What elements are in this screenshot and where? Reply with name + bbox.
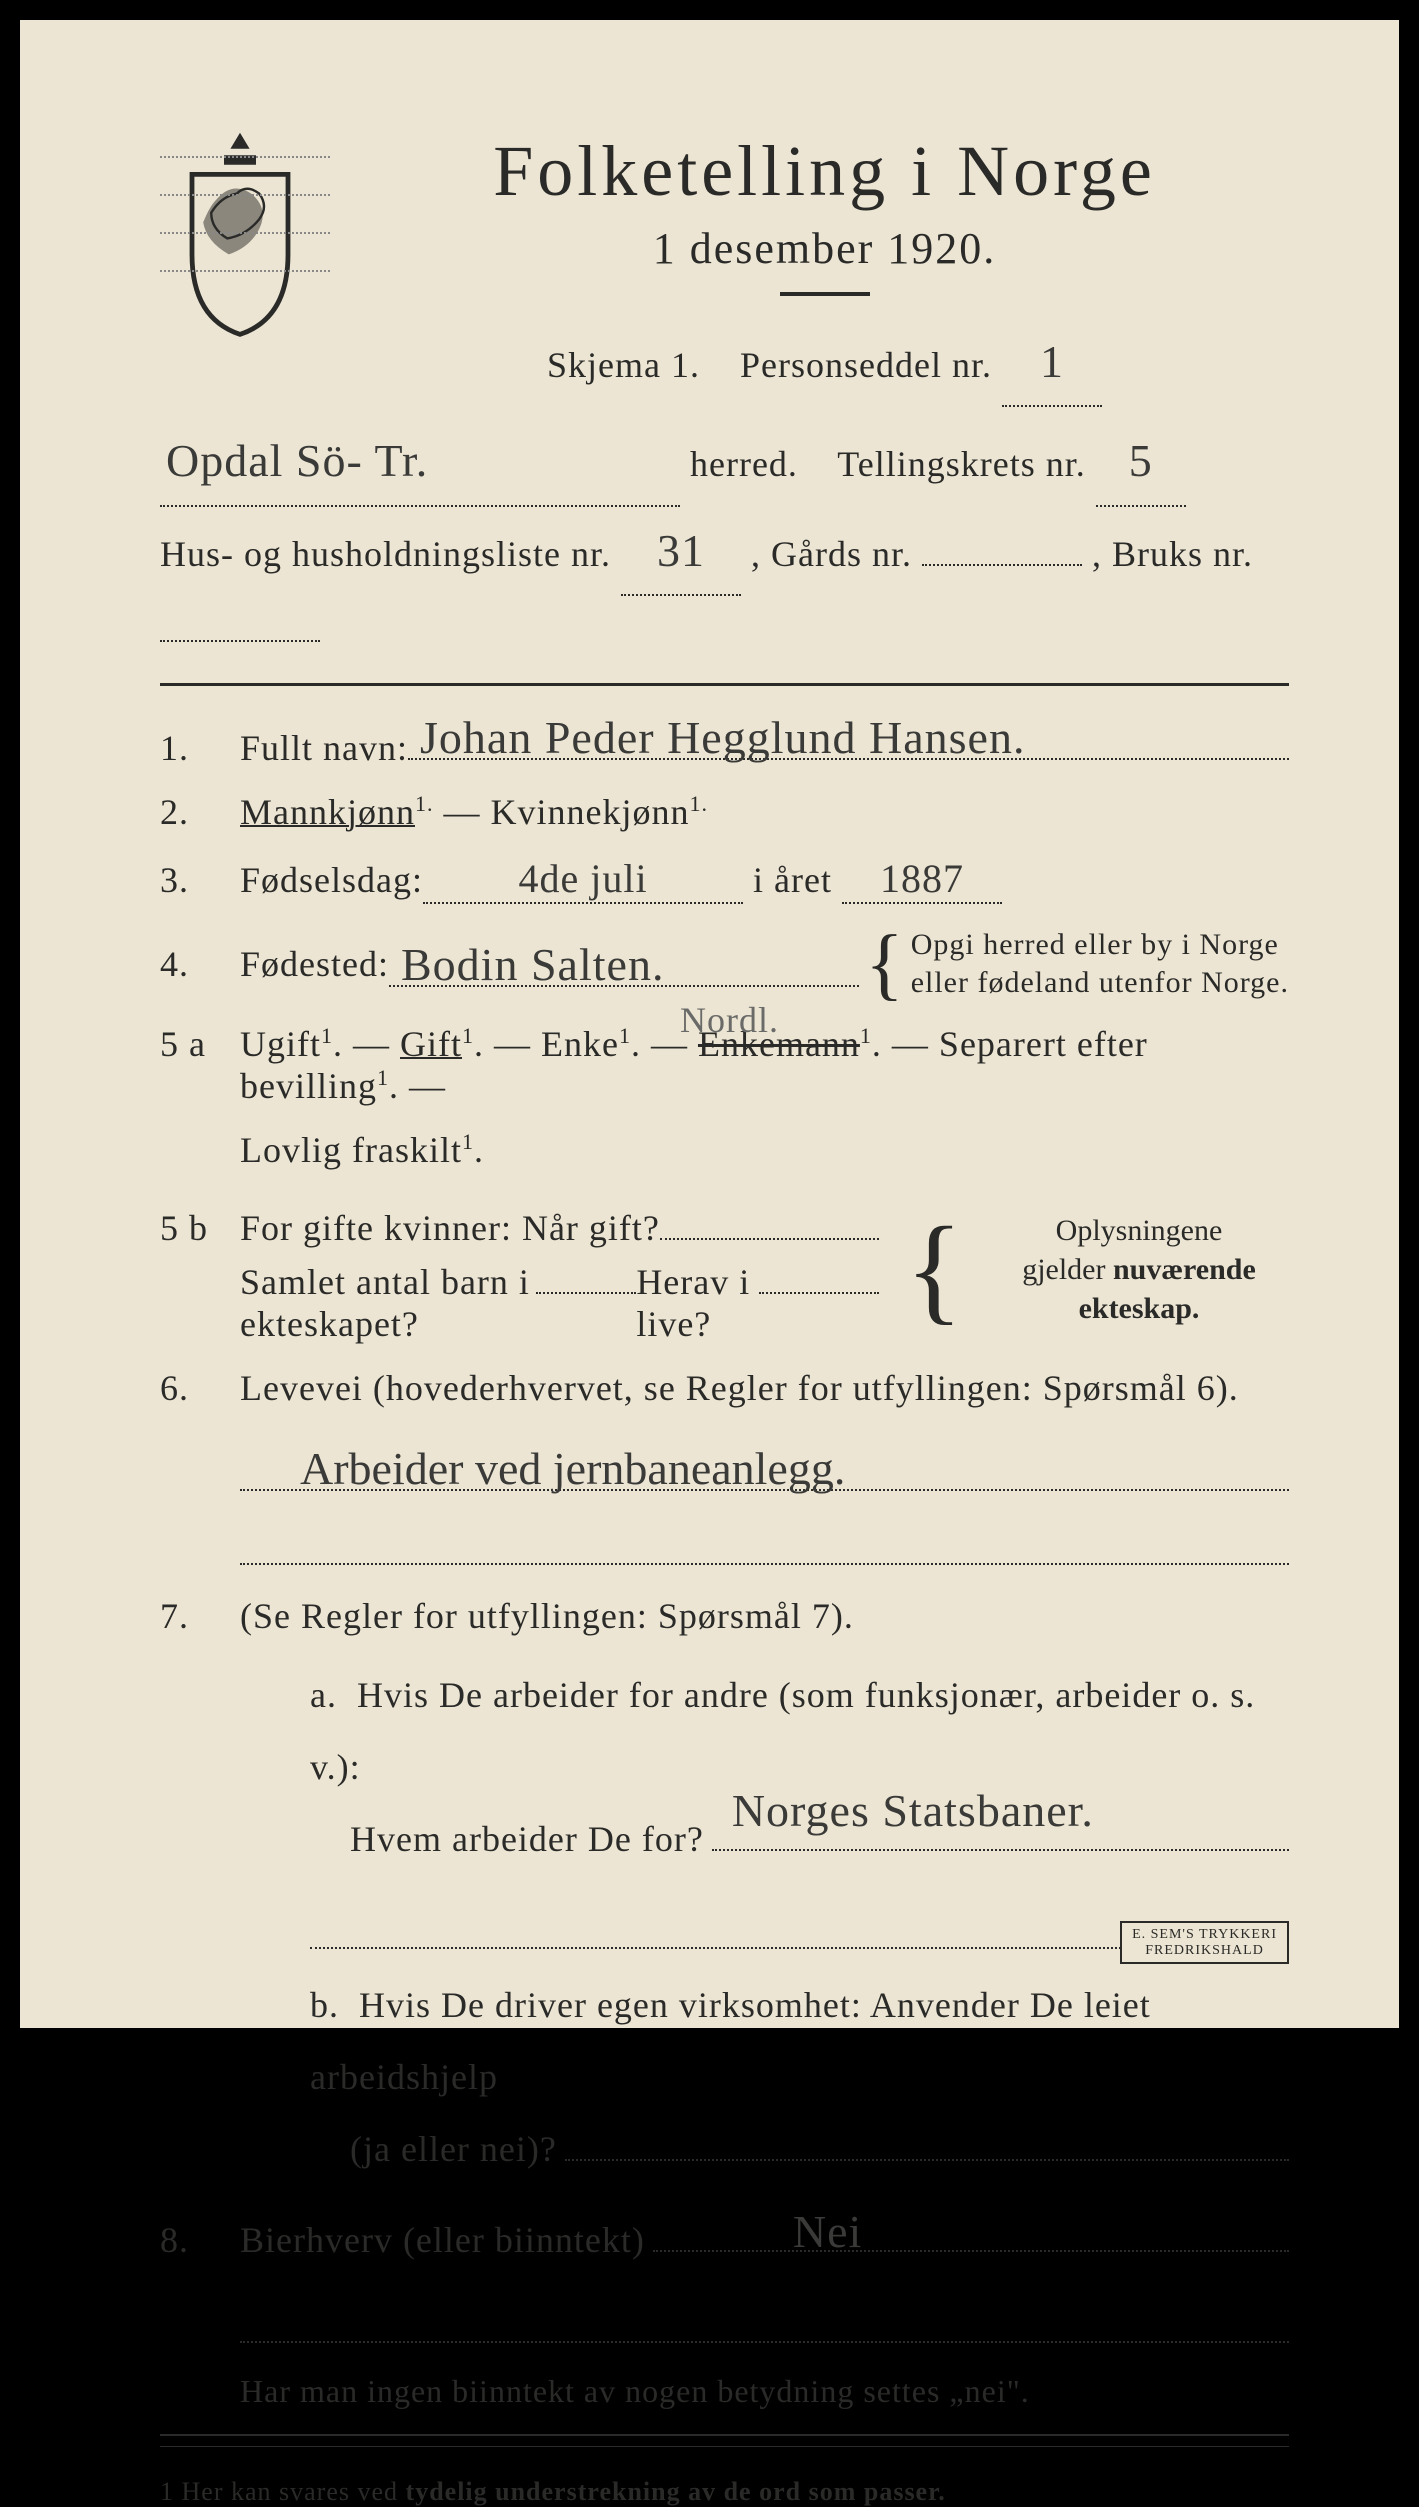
skjema-line: Skjema 1. Personseddel nr. 1 (360, 318, 1289, 407)
q7a-label: a. (310, 1675, 347, 1715)
census-form-page: Folketelling i Norge 1 desember 1920. Sk… (20, 20, 1399, 2028)
footer-note2: 1 Her kan svares ved tydelig understrekn… (160, 2477, 1289, 2507)
q1-num: 1. (160, 727, 240, 769)
q1-label: Fullt navn: (240, 727, 408, 769)
q5a-annotation: Nordl. (680, 999, 779, 1041)
q7a-l2: Hvem arbeider De for? (350, 1803, 704, 1875)
q2-mann: Mannkjønn (240, 792, 415, 832)
q7-num: 7. (160, 1595, 240, 1637)
footer-rule1 (160, 2434, 1289, 2436)
q5b-l1a: For gifte kvinner: Når gift? (240, 1207, 660, 1249)
brace-icon: { (865, 932, 904, 996)
q8-num: 8. (160, 2219, 240, 2261)
q6-num: 6. (160, 1367, 240, 1409)
q7b-line2: (ja eller nei)? (160, 2113, 1289, 2185)
husliste-line: Hus- og husholdningsliste nr. 31 , Gårds… (160, 507, 1289, 665)
title-divider (780, 292, 870, 296)
q7b-l1: Hvis De driver egen virksomhet: Anvender… (310, 1985, 1151, 2097)
herred-label: herred. (690, 444, 798, 484)
herred-line: Opdal Sö- Tr. herred. Tellingskrets nr. … (160, 417, 1289, 506)
q4-row: 4. Fødested: Bodin Salten. { Opgi herred… (160, 926, 1289, 1001)
q3-num: 3. (160, 859, 240, 901)
q5b-l2a: Samlet antal barn i ekteskapet? (240, 1261, 536, 1345)
q7a: a. Hvis De arbeider for andre (som funks… (160, 1659, 1289, 1803)
q7a-line2: Hvem arbeider De for? Norges Statsbaner. (160, 1803, 1289, 1875)
q3-day: 4de juli (518, 856, 647, 901)
form-body: 1. Fullt navn: Johan Peder Hegglund Hans… (160, 714, 1289, 2507)
q4-note: Opgi herred eller by i Norge eller fødel… (911, 926, 1289, 1001)
q5a-row: 5 a Ugift1. — Gift1. — Enke1. — Enkemann… (160, 1023, 1289, 1107)
q3-mid: i året (753, 859, 832, 901)
q7a-value: Norges Statsbaner. (732, 1765, 1094, 1857)
bruks-label: , Bruks nr. (1092, 534, 1253, 574)
q8-row: 8. Bierhverv (eller biinntekt) Nei (160, 2205, 1289, 2261)
q7-row: 7. (Se Regler for utfyllingen: Spørsmål … (160, 1595, 1289, 1637)
q3-label: Fødselsdag: (240, 859, 423, 901)
husliste-label: Hus- og husholdningsliste nr. (160, 534, 611, 574)
husliste-nr: 31 (657, 525, 705, 576)
q5a-row2: Lovlig fraskilt1. (160, 1129, 1289, 1171)
q2-kvinne: Kvinnekjønn (491, 792, 690, 832)
q8-value: Nei (793, 2205, 862, 2258)
q4-label: Fødested: (240, 943, 389, 985)
q7b-l2: (ja eller nei)? (350, 2113, 557, 2185)
header-rule (160, 683, 1289, 686)
q6-label: Levevei (hovederhvervet, se Regler for u… (240, 1367, 1239, 1409)
q7-label: (Se Regler for utfyllingen: Spørsmål 7). (240, 1595, 854, 1637)
form-date: 1 desember 1920. (360, 223, 1289, 274)
q6-value: Arbeider ved jernbaneanlegg. (300, 1442, 845, 1495)
q7b-label: b. (310, 1985, 349, 2025)
q6-answer-line: Arbeider ved jernbaneanlegg. (240, 1431, 1289, 1491)
gards-label: , Gårds nr. (751, 534, 912, 574)
personseddel-label: Personseddel nr. (740, 345, 992, 385)
footer-note1: Har man ingen biinntekt av nogen betydni… (160, 2373, 1289, 2410)
q6-row: 6. Levevei (hovederhvervet, se Regler fo… (160, 1367, 1289, 1409)
q8-label: Bierhverv (eller biinntekt) (240, 2219, 645, 2261)
printer-stamp: E. SEM'S TRYKKERI FREDRIKSHALD (1120, 1921, 1289, 1964)
footer-rule2 (160, 2446, 1289, 2447)
q5b-note: Oplysningene gjelder nuværendeekteskap. (989, 1211, 1289, 1328)
tellingskrets-nr: 5 (1129, 435, 1153, 486)
brace-icon: { (905, 1221, 963, 1317)
top-margin-dotted-lines (160, 120, 330, 272)
q5b-row: 5 b For gifte kvinner: Når gift? Samlet … (160, 1193, 1289, 1345)
q3-row: 3. Fødselsdag: 4de juli i året 1887 (160, 855, 1289, 904)
q2-num: 2. (160, 791, 240, 833)
form-title: Folketelling i Norge (360, 130, 1289, 213)
personseddel-nr: 1 (1040, 336, 1064, 387)
q7b: b. Hvis De driver egen virksomhet: Anven… (160, 1969, 1289, 2113)
q8-blank-line (240, 2283, 1289, 2343)
q4-value: Bodin Salten. (401, 938, 664, 991)
q1-row: 1. Fullt navn: Johan Peder Hegglund Hans… (160, 714, 1289, 770)
tellingskrets-label: Tellingskrets nr. (837, 444, 1085, 484)
herred-value: Opdal Sö- Tr. (166, 435, 428, 486)
q3-year: 1887 (880, 856, 964, 901)
q4-num: 4. (160, 943, 240, 985)
q5b-num: 5 b (160, 1207, 240, 1249)
q5b-l2b: Herav i live? (636, 1261, 759, 1345)
q5a-num: 5 a (160, 1023, 240, 1065)
q2-row: 2. Mannkjønn1. — Kvinnekjønn1. (160, 791, 1289, 833)
skjema-label: Skjema 1. (547, 345, 700, 385)
q1-value: Johan Peder Hegglund Hansen. (420, 711, 1025, 764)
q5a-opts2: Lovlig fraskilt1. (240, 1129, 484, 1171)
q6-answer-line2 (240, 1505, 1289, 1565)
